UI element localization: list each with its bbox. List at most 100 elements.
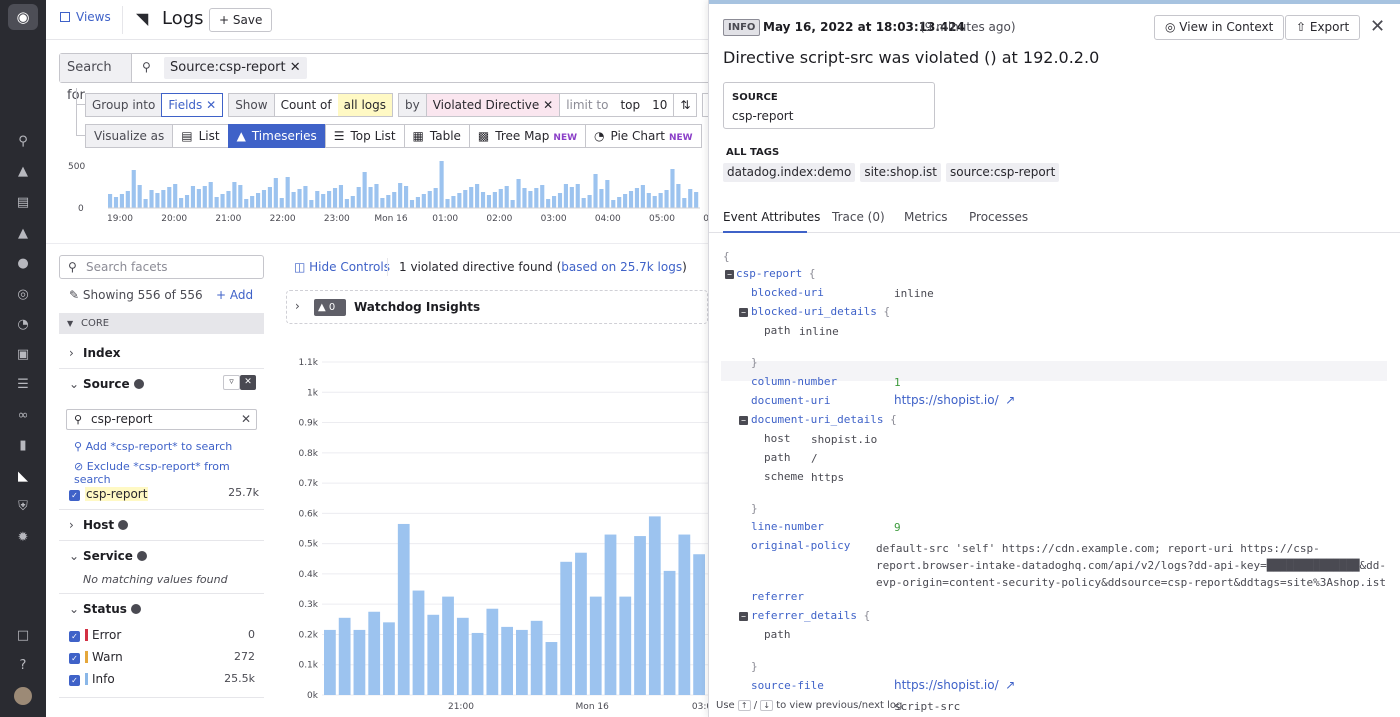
chart-bar[interactable] — [324, 629, 336, 695]
fields-chip[interactable]: Fields ✕ — [161, 93, 224, 117]
core-section-header[interactable]: ▼ CORE — [59, 313, 264, 334]
collapse-toggle-icon[interactable]: − — [739, 308, 748, 317]
chart-bar[interactable] — [442, 596, 454, 695]
close-icon[interactable]: ✕ — [543, 98, 554, 112]
chart-bar[interactable] — [368, 611, 381, 695]
close-icon[interactable]: ✕ — [206, 98, 217, 112]
chart-bar[interactable] — [471, 632, 484, 695]
json-key[interactable]: scheme — [764, 470, 804, 483]
viz-treemap-button[interactable]: ▩ Tree Map NEW — [468, 124, 587, 148]
mini-timeline-chart[interactable]: 500 0 19:00 20:00 21:00 22:00 23:00 Mon 16 01:… — [68, 158, 708, 226]
target-icon[interactable]: ◎ — [17, 287, 29, 302]
count-of-select[interactable]: Count of — [273, 93, 339, 117]
save-button[interactable]: + Save — [209, 8, 273, 32]
viz-table-button[interactable]: ▦ Table — [403, 124, 470, 148]
viz-toplist-button[interactable]: ☰ Top List — [324, 124, 405, 148]
tab-event-attributes[interactable]: Event Attributes — [723, 210, 821, 224]
top-select[interactable]: top — [614, 93, 648, 117]
based-on-link[interactable]: based on 25.7k logs — [561, 260, 683, 274]
chart-bar[interactable] — [338, 617, 351, 695]
chart-bar[interactable] — [663, 570, 676, 695]
close-icon[interactable]: ✕ — [1370, 16, 1386, 37]
timeseries-chart[interactable]: 0k 0.1k 0.2k 0.3k 0.4k 0.5k 0.6k 0.7k 0.8k 0.9k 1k… — [296, 352, 708, 717]
chart-bar[interactable] — [456, 617, 469, 695]
json-key[interactable]: path — [764, 628, 791, 641]
chart-bar[interactable] — [397, 523, 410, 695]
status-warn-checkbox[interactable]: ✓ — [69, 653, 80, 664]
search-bar[interactable]: Search for ⚲ Source:csp-report ✕ — [59, 53, 719, 103]
tab-processes[interactable]: Processes — [969, 210, 1029, 224]
facet-host[interactable]: › Host — [69, 518, 129, 532]
chart-bar[interactable] — [604, 534, 617, 695]
sort-icon[interactable]: ⇅ — [673, 93, 698, 117]
viz-timeseries-button[interactable]: ▲ Timeseries — [227, 124, 326, 148]
view-in-context-button[interactable]: ◎ View in Context — [1154, 15, 1285, 40]
source-file-link[interactable]: https://shopist.io/ ↗ — [894, 678, 1015, 692]
json-row[interactable]: referrer — [751, 590, 804, 603]
chart-bar[interactable] — [619, 596, 632, 695]
json-row[interactable]: line-number — [751, 520, 824, 533]
tag[interactable]: source:csp-report — [945, 163, 1060, 182]
binoculars-icon[interactable]: ▲ — [18, 164, 28, 179]
facet-status[interactable]: ⌄ Status — [69, 602, 141, 616]
source-checkbox[interactable]: ✓ — [69, 490, 80, 501]
facet-source[interactable]: ⌄ Source — [69, 377, 144, 391]
json-row[interactable]: referrer_details { — [751, 609, 870, 622]
chart-bar[interactable] — [412, 590, 425, 695]
json-row[interactable]: blocked-uri_details { — [751, 305, 890, 318]
tag[interactable]: site:shop.ist — [860, 163, 941, 182]
chart-bar[interactable] — [560, 561, 573, 695]
help-icon[interactable]: ? — [19, 658, 27, 673]
filter-icon[interactable]: ▿ — [223, 375, 240, 390]
limit-value-input[interactable]: 10 — [646, 93, 675, 117]
source-value[interactable]: csp-report — [732, 109, 794, 123]
chart-bar[interactable] — [353, 629, 366, 695]
collapse-toggle-icon[interactable]: − — [725, 270, 734, 279]
chart-bar[interactable] — [634, 536, 646, 695]
json-row[interactable]: document-uri_details { — [751, 413, 897, 426]
gauge-icon[interactable]: ◔ — [17, 317, 29, 332]
hide-controls-button[interactable]: ◫ Hide Controls — [294, 260, 390, 274]
chart-bar[interactable] — [383, 622, 395, 695]
viz-list-button[interactable]: ▤ List — [172, 124, 229, 148]
status-info-checkbox[interactable]: ✓ — [69, 675, 80, 686]
book-icon[interactable]: ▮ — [19, 438, 27, 453]
chart-bar[interactable] — [427, 614, 440, 695]
chart-bar[interactable] — [486, 608, 499, 695]
close-icon[interactable]: ✕ — [289, 60, 301, 75]
clear-filter-icon[interactable]: ✕ — [240, 375, 256, 390]
tag[interactable]: datadog.index:demo — [723, 163, 856, 182]
tab-trace[interactable]: Trace (0) — [832, 210, 885, 224]
search-icon[interactable]: ⚲ — [18, 134, 28, 149]
json-key[interactable]: host — [764, 432, 791, 445]
logs-list-icon[interactable]: ☰ — [17, 377, 29, 392]
json-key[interactable]: path — [764, 451, 791, 464]
status-error-checkbox[interactable]: ✓ — [69, 631, 80, 642]
chart-bar[interactable] — [693, 554, 705, 695]
list-icon[interactable]: ▤ — [16, 195, 30, 210]
collapse-toggle-icon[interactable]: − — [739, 612, 748, 621]
json-row[interactable]: column-number — [751, 375, 837, 388]
source-search-input[interactable]: ⚲ csp-report ✕ — [66, 409, 257, 430]
chart-bar[interactable] — [575, 552, 587, 695]
json-row[interactable]: source-file — [751, 679, 824, 692]
pencil-icon[interactable]: ✎ — [69, 288, 83, 302]
puzzle-icon[interactable]: ▣ — [16, 347, 30, 362]
add-to-search-link[interactable]: ⚲ Add *csp-report* to search — [74, 440, 232, 453]
json-row[interactable]: document-uri — [751, 394, 830, 407]
watchdog-insights[interactable]: › ▲ 0 Watchdog Insights — [286, 290, 708, 324]
close-icon[interactable]: ✕ — [240, 412, 251, 426]
facet-index[interactable]: › Index — [69, 346, 120, 360]
chart-bar[interactable] — [648, 516, 661, 695]
shield-icon[interactable]: ⛨ — [18, 499, 28, 514]
json-row[interactable]: blocked-uri — [751, 286, 824, 299]
dog-logo-icon[interactable]: ◉ — [8, 4, 38, 30]
chart-bar[interactable] — [501, 626, 513, 695]
json-row[interactable]: path — [764, 324, 791, 337]
views-button[interactable]: Views — [60, 10, 111, 24]
viz-piechart-button[interactable]: ◔ Pie Chart NEW — [585, 124, 702, 148]
document-uri-link[interactable]: https://shopist.io/ ↗ — [894, 393, 1015, 407]
exclude-from-search-link[interactable]: ⊘ Exclude *csp-report* from search — [74, 460, 265, 486]
add-facet-button[interactable]: + Add — [216, 288, 253, 302]
json-row[interactable]: csp-report { — [736, 267, 815, 280]
